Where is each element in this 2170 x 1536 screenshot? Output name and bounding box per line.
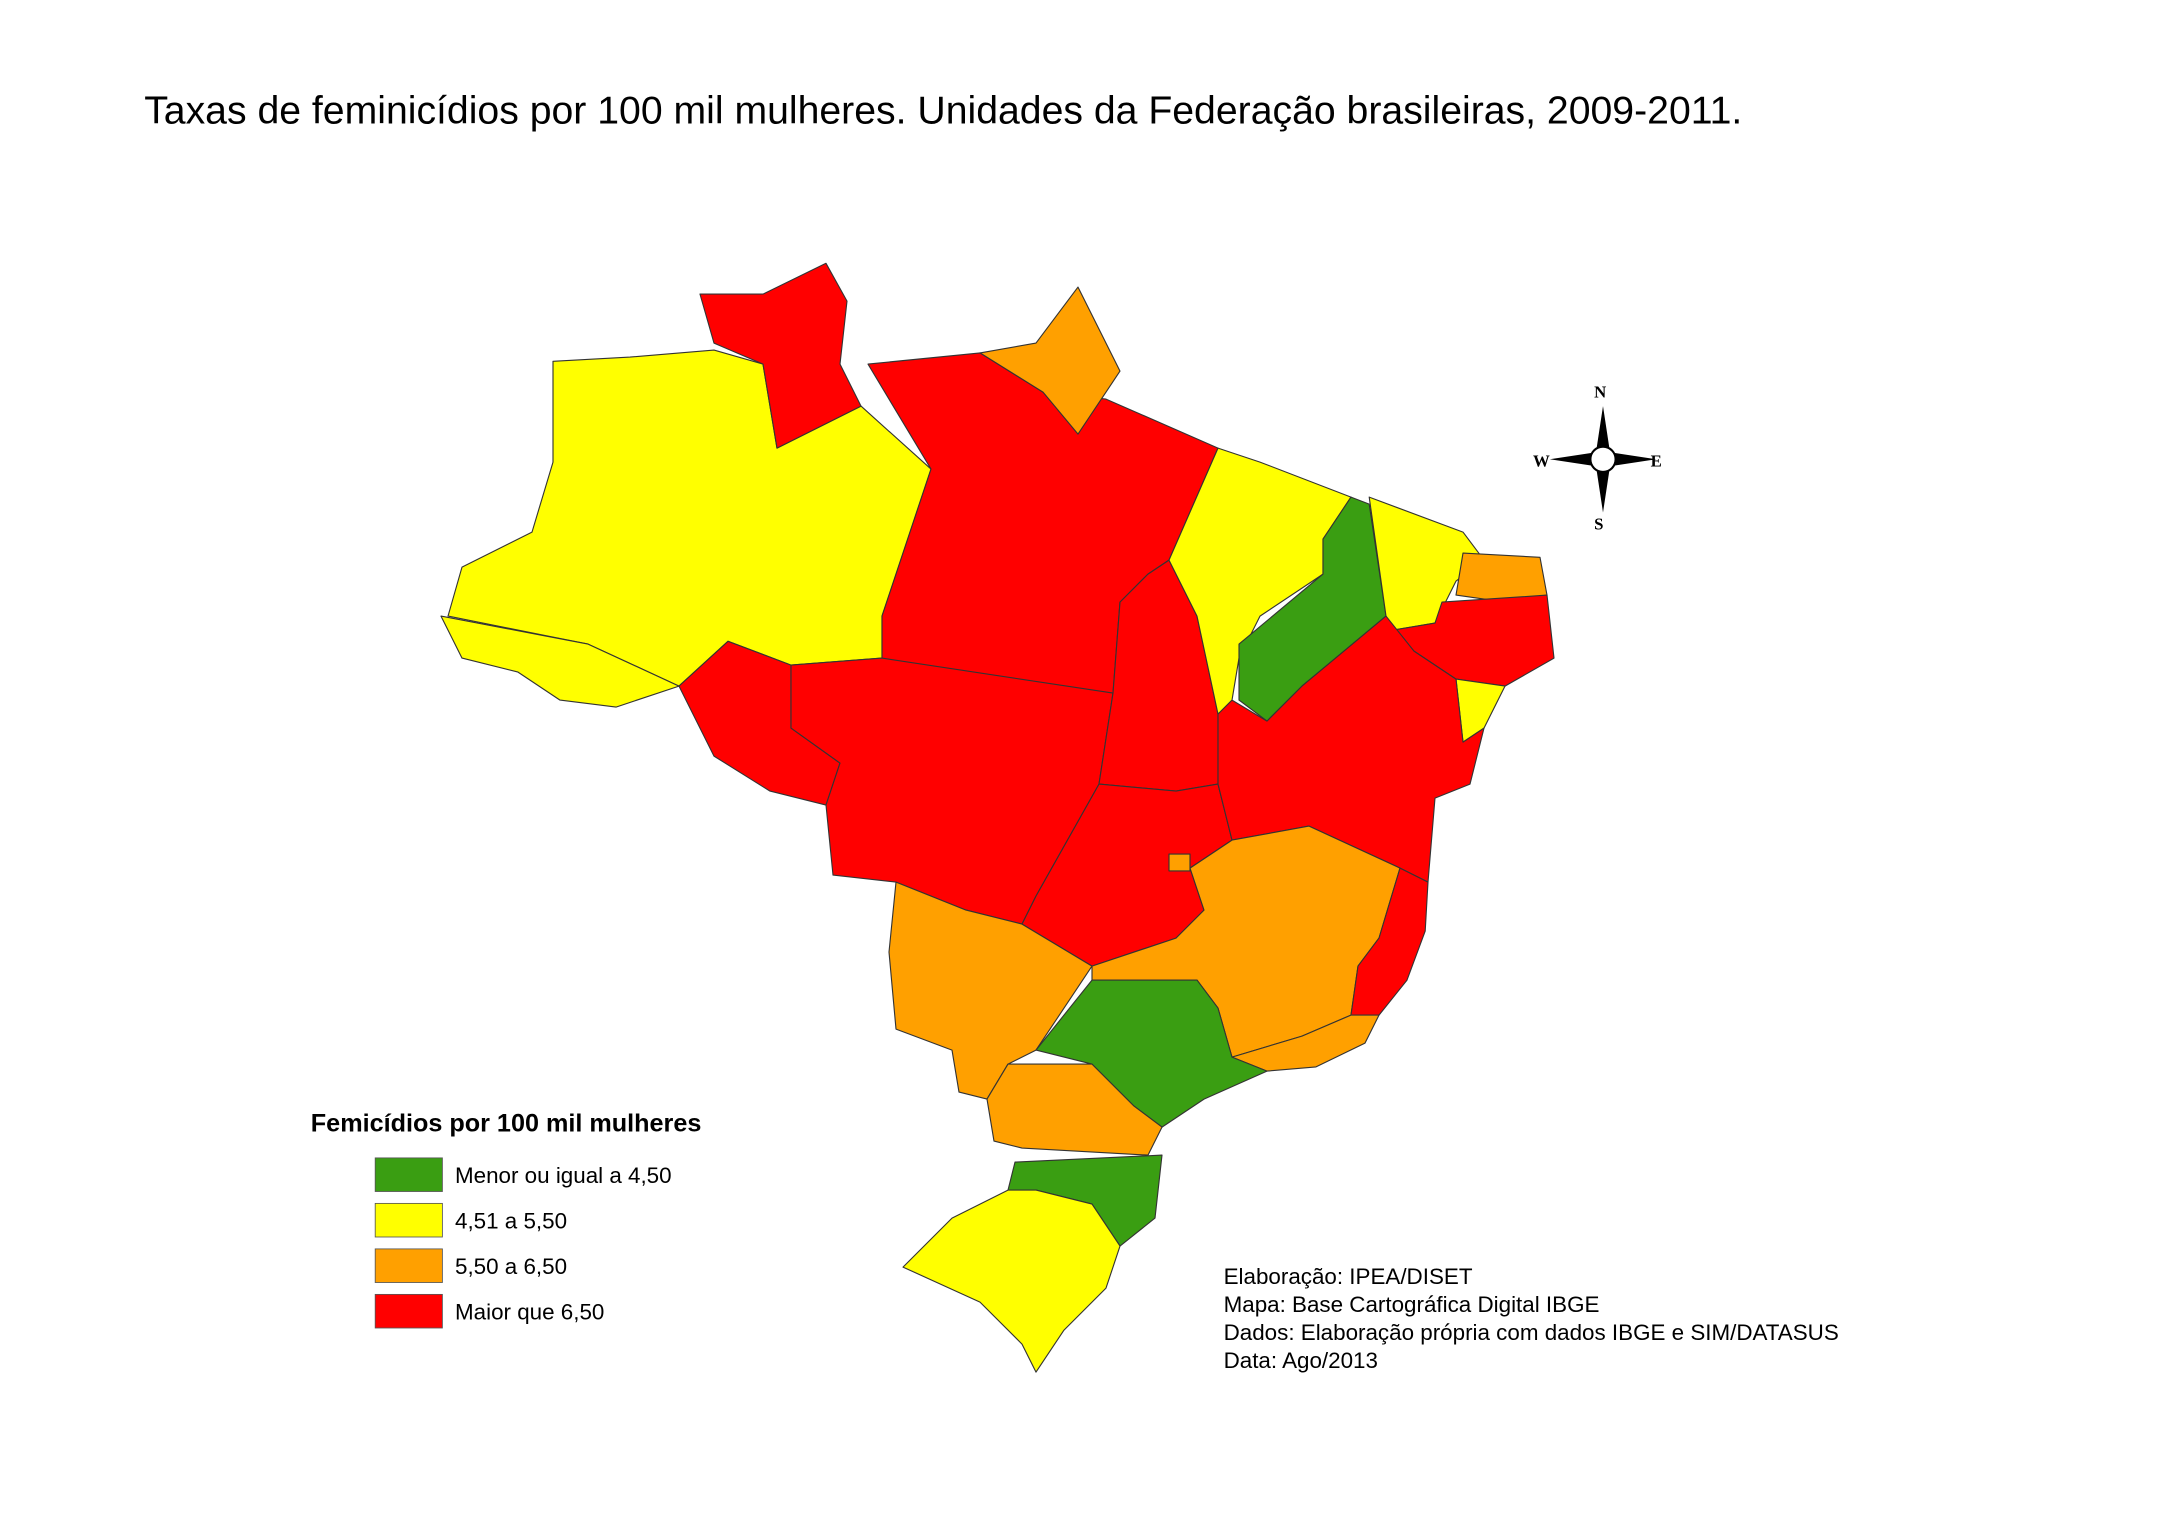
compass-south: S [1594,514,1603,533]
compass-west: W [1533,451,1550,470]
credit-line: Mapa: Base Cartográfica Digital IBGE [1224,1292,1600,1317]
compass: N S W E [1533,383,1662,534]
state [440,615,680,708]
legend-label: Menor ou igual a 4,50 [455,1163,672,1188]
compass-arrow [1596,406,1610,460]
state [1231,1014,1380,1072]
legend-swatch [374,1157,443,1192]
state [902,1189,1121,1373]
legend-swatch [374,1293,443,1329]
state [1035,979,1268,1128]
state [986,1063,1163,1156]
legend-label: 4,51 a 5,50 [455,1209,567,1234]
compass-arrow [1596,459,1610,513]
state [1455,552,1548,603]
state [699,262,862,449]
legend: Femicídios por 100 mil mulheres Menor ou… [311,1109,702,1329]
map-title: Taxas de feminicídios por 100 mil mulher… [144,89,1742,132]
credit-line: Dados: Elaboração própria com dados IBGE… [1224,1320,1839,1345]
state [979,286,1121,435]
legend-label: 5,50 a 6,50 [455,1254,567,1279]
compass-east: E [1651,451,1662,470]
compass-arrow [1549,452,1603,467]
credit-line: Elaboração: IPEA/DISET [1224,1264,1473,1289]
legend-swatch [374,1248,443,1283]
states [440,262,1555,1373]
credit-line: Data: Ago/2013 [1224,1348,1378,1373]
legend-swatch [374,1202,443,1238]
state [1168,853,1191,872]
legend-title: Femicídios por 100 mil mulheres [311,1109,702,1137]
legend-label: Maior que 6,50 [455,1300,604,1325]
compass-north: N [1594,383,1606,402]
compass-arrow [1603,452,1657,467]
compass-ring [1589,445,1617,473]
credits: Elaboração: IPEA/DISET Mapa: Base Cartogr… [1224,1264,1839,1373]
